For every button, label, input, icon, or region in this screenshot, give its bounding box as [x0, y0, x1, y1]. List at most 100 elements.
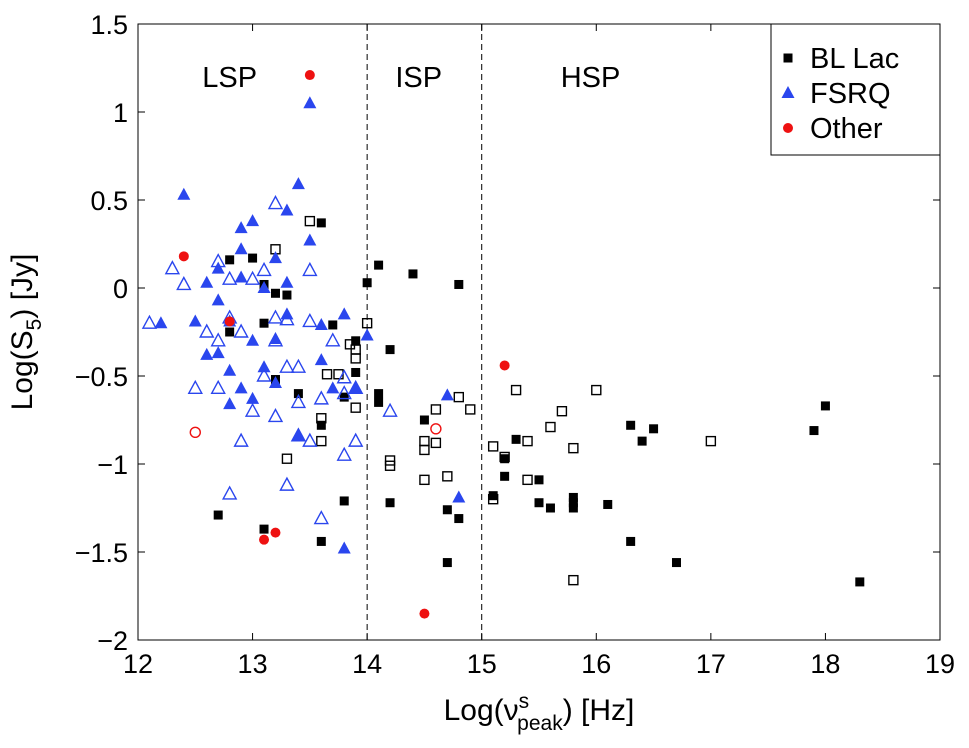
fsrq-point — [337, 307, 351, 320]
y-tick-label: 1 — [113, 98, 128, 128]
fsrq-open-point — [244, 402, 261, 417]
fsrq-point — [257, 281, 271, 293]
other-open-point — [189, 426, 201, 439]
y-tick-label: −1.5 — [75, 538, 128, 568]
x-tick-label: 13 — [238, 649, 268, 679]
bl-lac-point — [603, 499, 613, 509]
bl-lac-point — [351, 367, 361, 377]
fsrq-point — [154, 316, 168, 329]
bl-lac-point — [568, 503, 578, 513]
fsrq-open-point — [336, 385, 352, 400]
fsrq-point — [280, 275, 294, 288]
fsrq-open-point — [233, 323, 249, 338]
other-open-point — [430, 423, 442, 435]
fsrq-point — [440, 388, 454, 401]
x-tick-label: 19 — [925, 649, 955, 679]
fsrq-point — [246, 391, 260, 404]
fsrq-point — [200, 347, 214, 360]
bl-lac-open-point — [321, 369, 333, 380]
fsrq-point — [337, 541, 351, 554]
bl-lac-point — [293, 389, 303, 399]
bl-lac-open-point — [361, 318, 373, 329]
legend-label-bl-lac: BL Lac — [810, 43, 899, 75]
x-tick-label: 12 — [123, 649, 153, 679]
fsrq-point — [326, 381, 340, 394]
fsrq-point — [211, 346, 225, 359]
fsrq-point — [200, 275, 214, 288]
x-tick-label: 17 — [696, 649, 726, 679]
fsrq-open-point — [233, 432, 249, 447]
fsrq-open-point — [336, 446, 352, 461]
fsrq-point — [268, 376, 282, 389]
x-axis-label: Log(νs peak) [Hz] — [444, 690, 635, 735]
fsrq-open-point — [176, 276, 192, 291]
bl-lac-open-point — [510, 384, 522, 396]
x-tick-label: 16 — [581, 649, 611, 679]
fsrq-point — [234, 270, 248, 283]
bl-lac-point — [328, 320, 338, 330]
fsrq-point — [177, 187, 191, 200]
fsrq-open-point — [256, 261, 272, 277]
bl-lac-open-point — [545, 421, 556, 433]
bl-lac-point — [454, 514, 464, 524]
fsrq-open-point — [279, 476, 295, 491]
fsrq-point — [246, 214, 260, 227]
bl-lac-open-point — [430, 404, 442, 415]
bl-lac-point — [568, 492, 578, 502]
fsrq-point — [452, 490, 466, 503]
bl-lac-point — [419, 415, 429, 425]
fsrq-open-point — [141, 314, 158, 329]
y-tick-label: 0 — [113, 274, 128, 304]
bl-lac-open-point — [350, 402, 361, 413]
bl-lac-point — [626, 536, 636, 546]
legend-label-fsrq: FSRQ — [810, 78, 891, 110]
bl-lac-point — [511, 434, 521, 444]
other-point — [224, 316, 235, 327]
fsrq-open-point — [244, 270, 261, 285]
fsrq-open-point — [302, 312, 318, 328]
bl-lac-open-point — [556, 406, 568, 417]
fsrq-open-point — [313, 390, 329, 405]
fsrq-point — [234, 242, 248, 255]
fsrq-open-point — [267, 408, 284, 423]
bl-lac-point — [213, 510, 223, 520]
fsrq-open-point — [210, 379, 226, 395]
fsrq-open-point — [302, 432, 318, 447]
bl-lac-point — [270, 288, 280, 298]
bl-lac-point — [248, 253, 258, 263]
fsrq-open-point — [313, 510, 329, 525]
legend-marker-fsrq — [781, 86, 795, 98]
fsrq-point — [234, 381, 248, 394]
bl-lac-point — [442, 505, 452, 515]
fsrq-point — [314, 317, 328, 330]
y-tick-label: 0.5 — [90, 186, 128, 216]
bl-lac-point — [339, 392, 349, 402]
y-tick-label: 1.5 — [90, 10, 128, 40]
legend-marker-bl-lac — [783, 53, 793, 63]
fsrq-open-point — [267, 309, 284, 324]
region-label-hsp: HSP — [561, 62, 621, 94]
bl-lac-point — [374, 389, 384, 399]
bl-lac-point — [637, 436, 647, 446]
fsrq-point — [349, 381, 363, 394]
bl-lac-open-point — [442, 471, 453, 482]
fsrq-open-point — [290, 358, 307, 373]
fsrq-point — [211, 293, 225, 306]
fsrq-point — [234, 221, 248, 234]
legend-marker-other — [783, 123, 793, 133]
bl-lac-point — [809, 426, 819, 436]
bl-lac-open-point — [304, 215, 316, 227]
fsrq-point — [360, 328, 374, 341]
fsrq-point — [280, 203, 294, 216]
fsrq-open-point — [210, 332, 226, 347]
bl-lac-point — [568, 498, 578, 508]
other-point — [270, 527, 281, 538]
bl-lac-open-point — [465, 404, 476, 415]
bl-lac-point — [225, 255, 235, 265]
y-tick-label: −1 — [97, 450, 128, 480]
fsrq-point — [291, 177, 305, 190]
bl-lac-point — [408, 269, 418, 279]
bl-lac-point — [500, 454, 510, 464]
